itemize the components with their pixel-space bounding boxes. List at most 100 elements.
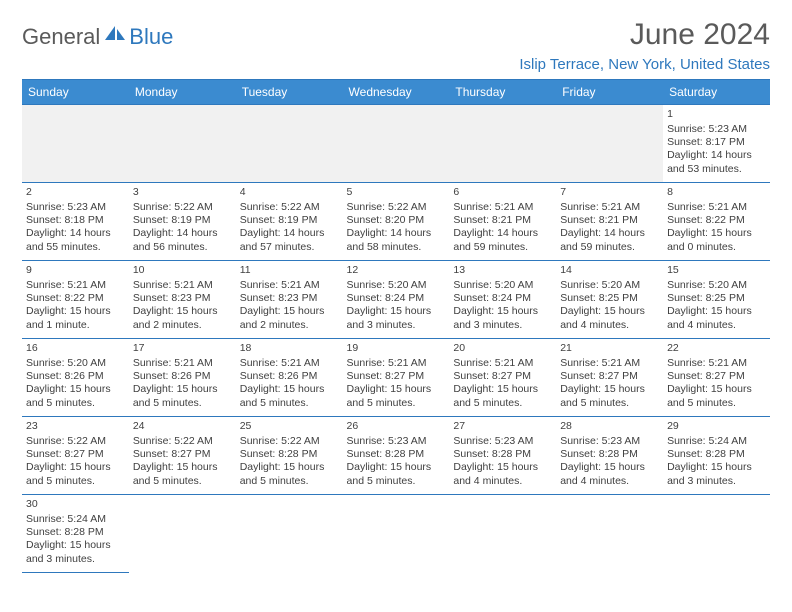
calendar-row: 9Sunrise: 5:21 AMSunset: 8:22 PMDaylight… [22, 261, 770, 339]
calendar-cell [449, 105, 556, 183]
calendar-cell [129, 495, 236, 573]
sunset-text: Sunset: 8:19 PM [133, 214, 232, 227]
calendar-cell: 14Sunrise: 5:20 AMSunset: 8:25 PMDayligh… [556, 261, 663, 339]
sunset-text: Sunset: 8:24 PM [453, 292, 552, 305]
day-number: 14 [560, 264, 659, 277]
location-subtitle: Islip Terrace, New York, United States [519, 56, 770, 73]
calendar-cell: 1 Sunrise: 5:23 AMSunset: 8:17 PMDaylight… [663, 105, 770, 183]
sunrise-text: Sunrise: 5:23 AM [26, 201, 125, 214]
calendar-cell [449, 495, 556, 573]
day-number: 11 [240, 264, 339, 277]
title-block: June 2024 Islip Terrace, New York, Unite… [519, 18, 770, 73]
day-number: 9 [26, 264, 125, 277]
calendar-cell: 8Sunrise: 5:21 AMSunset: 8:22 PMDaylight… [663, 183, 770, 261]
daylight1-text: Daylight: 15 hours [133, 383, 232, 396]
calendar-cell: 9Sunrise: 5:21 AMSunset: 8:22 PMDaylight… [22, 261, 129, 339]
calendar-cell [236, 495, 343, 573]
sunrise-text: Sunrise: 5:22 AM [133, 435, 232, 448]
daylight2-text: and 58 minutes. [347, 241, 446, 254]
daylight1-text: Daylight: 15 hours [347, 461, 446, 474]
calendar-cell: 5Sunrise: 5:22 AMSunset: 8:20 PMDaylight… [343, 183, 450, 261]
sunrise-text: Sunrise: 5:23 AM [347, 435, 446, 448]
daylight2-text: and 5 minutes. [133, 475, 232, 488]
sunrise-text: Sunrise: 5:21 AM [453, 201, 552, 214]
sunrise-text: Sunrise: 5:23 AM [453, 435, 552, 448]
sunset-text: Sunset: 8:27 PM [133, 448, 232, 461]
weekday-header: Saturday [663, 80, 770, 105]
daylight1-text: Daylight: 14 hours [667, 149, 766, 162]
sunset-text: Sunset: 8:19 PM [240, 214, 339, 227]
day-number: 21 [560, 342, 659, 355]
sunset-text: Sunset: 8:28 PM [240, 448, 339, 461]
daylight1-text: Daylight: 14 hours [133, 227, 232, 240]
daylight2-text: and 4 minutes. [453, 475, 552, 488]
daylight1-text: Daylight: 15 hours [26, 305, 125, 318]
calendar-cell: 11Sunrise: 5:21 AMSunset: 8:23 PMDayligh… [236, 261, 343, 339]
calendar-cell [343, 105, 450, 183]
daylight1-text: Daylight: 15 hours [453, 383, 552, 396]
weekday-header: Monday [129, 80, 236, 105]
daylight2-text: and 0 minutes. [667, 241, 766, 254]
sunrise-text: Sunrise: 5:20 AM [453, 279, 552, 292]
weekday-header: Thursday [449, 80, 556, 105]
sunset-text: Sunset: 8:20 PM [347, 214, 446, 227]
sunset-text: Sunset: 8:25 PM [667, 292, 766, 305]
daylight1-text: Daylight: 14 hours [453, 227, 552, 240]
daylight2-text: and 4 minutes. [667, 319, 766, 332]
sunrise-text: Sunrise: 5:21 AM [240, 279, 339, 292]
sunrise-text: Sunrise: 5:21 AM [133, 357, 232, 370]
daylight1-text: Daylight: 15 hours [26, 383, 125, 396]
sunrise-text: Sunrise: 5:21 AM [26, 279, 125, 292]
daylight2-text: and 5 minutes. [453, 397, 552, 410]
sunrise-text: Sunrise: 5:24 AM [667, 435, 766, 448]
daylight1-text: Daylight: 14 hours [347, 227, 446, 240]
sunset-text: Sunset: 8:17 PM [667, 136, 766, 149]
daylight1-text: Daylight: 15 hours [453, 305, 552, 318]
daylight2-text: and 2 minutes. [133, 319, 232, 332]
daylight1-text: Daylight: 15 hours [667, 461, 766, 474]
weekday-header: Tuesday [236, 80, 343, 105]
calendar-cell: 30Sunrise: 5:24 AMSunset: 8:28 PMDayligh… [22, 495, 129, 573]
day-number: 1 [667, 108, 766, 121]
daylight2-text: and 59 minutes. [560, 241, 659, 254]
sunset-text: Sunset: 8:28 PM [453, 448, 552, 461]
calendar-cell: 25Sunrise: 5:22 AMSunset: 8:28 PMDayligh… [236, 417, 343, 495]
sunset-text: Sunset: 8:27 PM [453, 370, 552, 383]
daylight2-text: and 3 minutes. [453, 319, 552, 332]
sunrise-text: Sunrise: 5:22 AM [347, 201, 446, 214]
daylight1-text: Daylight: 15 hours [133, 305, 232, 318]
calendar-cell [556, 105, 663, 183]
calendar-cell: 22Sunrise: 5:21 AMSunset: 8:27 PMDayligh… [663, 339, 770, 417]
sunrise-text: Sunrise: 5:22 AM [240, 435, 339, 448]
logo-sail-icon [103, 24, 127, 42]
daylight1-text: Daylight: 15 hours [240, 461, 339, 474]
sunrise-text: Sunrise: 5:22 AM [133, 201, 232, 214]
day-number: 13 [453, 264, 552, 277]
daylight1-text: Daylight: 14 hours [26, 227, 125, 240]
sunset-text: Sunset: 8:27 PM [560, 370, 659, 383]
weekday-header-row: Sunday Monday Tuesday Wednesday Thursday… [22, 80, 770, 105]
weekday-header: Sunday [22, 80, 129, 105]
daylight2-text: and 2 minutes. [240, 319, 339, 332]
calendar-cell: 6Sunrise: 5:21 AMSunset: 8:21 PMDaylight… [449, 183, 556, 261]
sunrise-text: Sunrise: 5:21 AM [453, 357, 552, 370]
calendar-cell [129, 105, 236, 183]
sunset-text: Sunset: 8:26 PM [240, 370, 339, 383]
calendar-cell: 17Sunrise: 5:21 AMSunset: 8:26 PMDayligh… [129, 339, 236, 417]
daylight2-text: and 4 minutes. [560, 475, 659, 488]
calendar-row: 2Sunrise: 5:23 AMSunset: 8:18 PMDaylight… [22, 183, 770, 261]
sunset-text: Sunset: 8:28 PM [26, 526, 125, 539]
sunset-text: Sunset: 8:26 PM [26, 370, 125, 383]
sunrise-text: Sunrise: 5:20 AM [560, 279, 659, 292]
day-number: 22 [667, 342, 766, 355]
sunrise-text: Sunrise: 5:22 AM [240, 201, 339, 214]
daylight2-text: and 5 minutes. [240, 397, 339, 410]
sunrise-text: Sunrise: 5:23 AM [667, 123, 766, 136]
calendar-cell [343, 495, 450, 573]
sunrise-text: Sunrise: 5:21 AM [560, 357, 659, 370]
daylight1-text: Daylight: 15 hours [26, 539, 125, 552]
daylight2-text: and 1 minute. [26, 319, 125, 332]
sunset-text: Sunset: 8:23 PM [240, 292, 339, 305]
sunrise-text: Sunrise: 5:24 AM [26, 513, 125, 526]
day-number: 10 [133, 264, 232, 277]
